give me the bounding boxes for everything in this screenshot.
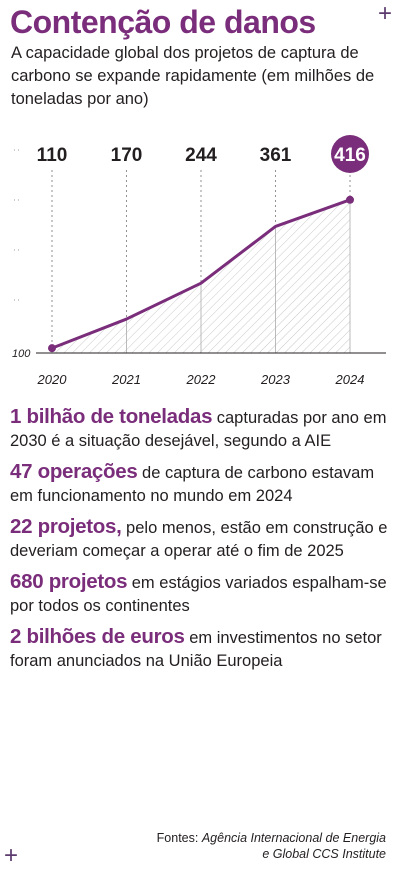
source-note: Fontes: Agência Internacional de Energia… (157, 830, 386, 862)
chart-subtitle: A capacidade global dos projetos de capt… (11, 44, 375, 108)
series-line (50, 198, 352, 350)
line-chart: 100 110 170 244 361 416 2020 2021 2022 2023 2024 (12, 135, 386, 387)
fact-text: capturadas por ano em 2030 é a situação … (10, 409, 387, 450)
fact-text: em investimentos no setor foram anunciad… (10, 629, 382, 670)
fact-item: 1 bilhão de toneladas capturadas por ano… (10, 405, 395, 452)
x-tick-label: 2021 (111, 372, 141, 387)
fact-text: pelo menos, estão em construção e deveri… (10, 519, 388, 560)
data-label: 416 (334, 145, 366, 166)
fact-item: 2 bilhões de euros em investimentos no s… (10, 625, 395, 672)
y-tick-label: 100 (12, 348, 31, 360)
x-tick-label: 2023 (260, 372, 291, 387)
source-line-2: e Global CCS Institute (262, 847, 386, 861)
fact-text: de captura de carbono estavam em funcion… (10, 464, 375, 505)
fact-text: em estágios variados espalham-se por tod… (10, 574, 387, 615)
fact-item: 680 projetos em estágios variados espalh… (10, 570, 395, 617)
data-point (346, 195, 354, 204)
fact-highlight: 2 bilhões de euros (10, 625, 185, 648)
fact-item: 22 projetos, pelo menos, estão em constr… (10, 515, 395, 562)
fact-highlight: 47 operações (10, 460, 138, 483)
x-tick-label: 2024 (335, 372, 365, 387)
page-title: Contenção de danos (10, 4, 316, 40)
plus-icon: + (377, 0, 392, 27)
fact-highlight: 1 bilhão de toneladas (10, 405, 213, 428)
data-label: 361 (260, 145, 292, 166)
data-point (48, 344, 56, 353)
source-line-1: Agência Internacional de Energia (201, 831, 386, 845)
fact-highlight: 22 projetos, (10, 515, 122, 538)
x-tick-label: 2020 (37, 372, 68, 387)
fact-highlight: 680 projetos (10, 570, 128, 593)
value-highlight-circle (331, 135, 369, 173)
x-tick-label: 2022 (186, 372, 217, 387)
data-label: 170 (111, 145, 143, 166)
plus-icon: + (4, 842, 19, 869)
data-label: 244 (185, 145, 217, 166)
data-label: 110 (37, 145, 68, 166)
facts-list: 1 bilhão de toneladas capturadas por ano… (10, 405, 395, 681)
fact-item: 47 operações de captura de carbono estav… (10, 460, 395, 507)
source-prefix: Fontes: (156, 831, 202, 845)
